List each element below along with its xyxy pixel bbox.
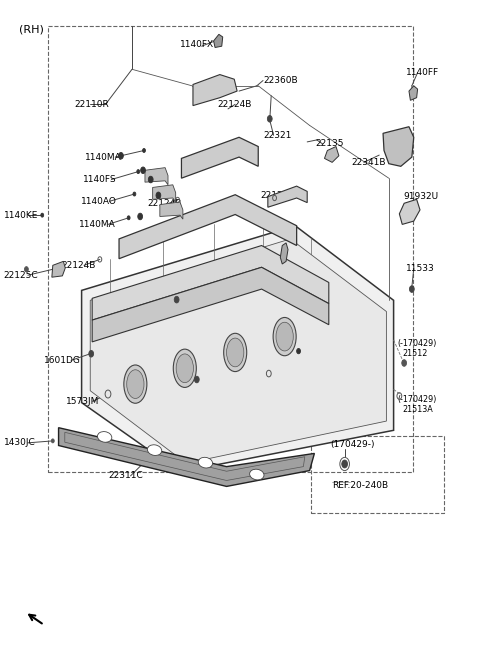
Polygon shape bbox=[92, 246, 329, 320]
Text: 11533: 11533 bbox=[406, 264, 434, 273]
Text: 22125C: 22125C bbox=[4, 271, 38, 280]
Text: 1601DG: 1601DG bbox=[44, 356, 81, 365]
Polygon shape bbox=[280, 243, 288, 264]
Polygon shape bbox=[214, 34, 223, 48]
Text: 1140MA: 1140MA bbox=[85, 152, 122, 162]
Circle shape bbox=[409, 286, 414, 292]
Polygon shape bbox=[268, 186, 307, 207]
Ellipse shape bbox=[124, 365, 147, 403]
Text: 22129: 22129 bbox=[146, 296, 175, 306]
Text: 22124B: 22124B bbox=[148, 199, 182, 208]
Bar bbox=[48, 26, 413, 472]
Ellipse shape bbox=[97, 432, 112, 442]
Text: 22321: 22321 bbox=[263, 131, 291, 140]
Text: 1430JK: 1430JK bbox=[124, 317, 155, 327]
Ellipse shape bbox=[198, 457, 213, 468]
Text: 1140MA: 1140MA bbox=[79, 220, 116, 229]
Polygon shape bbox=[153, 185, 176, 202]
Circle shape bbox=[41, 213, 44, 217]
Polygon shape bbox=[160, 202, 183, 219]
Text: H31176: H31176 bbox=[174, 390, 209, 399]
Polygon shape bbox=[90, 239, 386, 463]
Circle shape bbox=[141, 167, 145, 174]
Ellipse shape bbox=[273, 317, 296, 356]
Text: 1573JM: 1573JM bbox=[66, 397, 100, 406]
Circle shape bbox=[127, 216, 130, 220]
Circle shape bbox=[267, 115, 272, 122]
Polygon shape bbox=[324, 147, 339, 162]
Polygon shape bbox=[383, 127, 414, 166]
Ellipse shape bbox=[147, 445, 162, 455]
Text: 1140KE: 1140KE bbox=[4, 211, 38, 220]
Text: (-170429): (-170429) bbox=[397, 395, 437, 404]
Circle shape bbox=[143, 148, 145, 152]
Circle shape bbox=[297, 348, 300, 354]
Polygon shape bbox=[399, 199, 420, 224]
Text: 21512: 21512 bbox=[402, 349, 428, 358]
Ellipse shape bbox=[127, 370, 144, 399]
Circle shape bbox=[51, 439, 54, 443]
Text: 1140AO: 1140AO bbox=[81, 197, 117, 206]
Circle shape bbox=[156, 192, 161, 199]
Ellipse shape bbox=[176, 354, 193, 383]
Text: 22124B: 22124B bbox=[217, 100, 252, 109]
Circle shape bbox=[137, 170, 140, 174]
Text: (170429-): (170429-) bbox=[330, 440, 375, 449]
Text: 1140FS: 1140FS bbox=[83, 175, 116, 184]
Text: 22360B: 22360B bbox=[263, 76, 298, 85]
Polygon shape bbox=[145, 168, 168, 185]
Text: 22110R: 22110R bbox=[74, 100, 109, 109]
Circle shape bbox=[342, 460, 348, 468]
Text: (-170429): (-170429) bbox=[397, 339, 437, 348]
Text: 22112A: 22112A bbox=[270, 372, 304, 381]
Polygon shape bbox=[52, 261, 65, 277]
Ellipse shape bbox=[224, 333, 247, 372]
Circle shape bbox=[138, 213, 143, 220]
Text: 22135: 22135 bbox=[316, 139, 344, 148]
Text: 91932U: 91932U bbox=[403, 192, 438, 201]
Circle shape bbox=[194, 376, 199, 383]
Polygon shape bbox=[181, 137, 258, 178]
Circle shape bbox=[119, 152, 123, 159]
Ellipse shape bbox=[227, 338, 244, 367]
Text: REF.20-240B: REF.20-240B bbox=[332, 481, 388, 490]
Circle shape bbox=[133, 192, 136, 196]
Circle shape bbox=[174, 296, 179, 303]
Polygon shape bbox=[193, 75, 237, 106]
Ellipse shape bbox=[173, 349, 196, 387]
Circle shape bbox=[89, 350, 94, 357]
Text: 22114D: 22114D bbox=[271, 249, 306, 259]
Text: 22311C: 22311C bbox=[108, 471, 143, 480]
Ellipse shape bbox=[250, 469, 264, 480]
Text: 22124B: 22124B bbox=[61, 261, 96, 270]
Polygon shape bbox=[92, 267, 329, 342]
Circle shape bbox=[24, 267, 28, 272]
Polygon shape bbox=[409, 86, 418, 100]
Polygon shape bbox=[59, 428, 314, 486]
Text: 1430JC: 1430JC bbox=[4, 438, 36, 447]
Polygon shape bbox=[119, 195, 297, 259]
Ellipse shape bbox=[276, 322, 293, 351]
Text: 21513A: 21513A bbox=[402, 405, 433, 414]
Text: 22124B: 22124B bbox=[260, 191, 295, 200]
Text: 22341B: 22341B bbox=[351, 158, 386, 167]
Text: 1140FX: 1140FX bbox=[180, 40, 214, 50]
Bar bbox=[311, 436, 444, 513]
Circle shape bbox=[148, 176, 153, 183]
Polygon shape bbox=[82, 226, 394, 472]
Text: 1140FF: 1140FF bbox=[406, 68, 439, 77]
Text: (RH): (RH) bbox=[19, 24, 44, 35]
Circle shape bbox=[402, 360, 407, 366]
Text: 22113A: 22113A bbox=[276, 349, 311, 358]
